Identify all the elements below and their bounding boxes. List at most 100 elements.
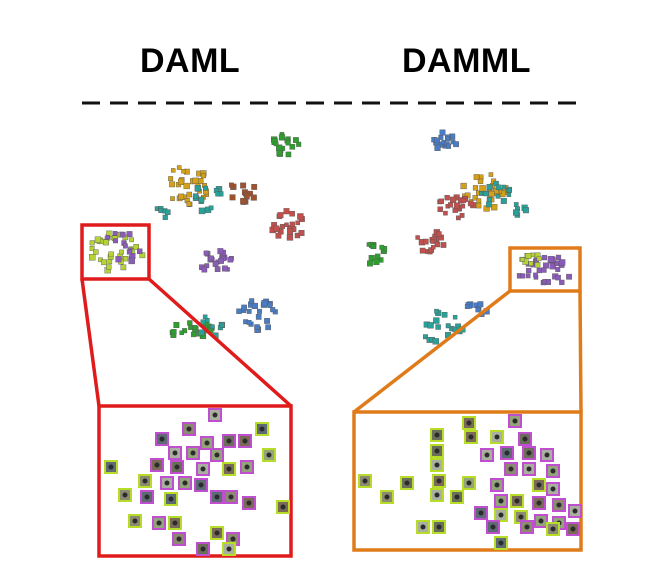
scatter-point — [488, 172, 494, 177]
scatter-point — [254, 324, 260, 330]
image-thumbnail — [172, 532, 186, 546]
scatter-point — [443, 210, 448, 216]
scatter-point — [500, 197, 507, 204]
image-thumbnail — [546, 482, 560, 496]
scatter-point — [423, 238, 429, 245]
scatter-point — [495, 184, 502, 191]
image-thumbnail — [532, 496, 546, 510]
scatter-point — [249, 298, 255, 304]
scatter-point — [186, 201, 192, 207]
scatter-point — [120, 264, 127, 271]
scatter-point — [461, 197, 467, 204]
scatter-point — [265, 324, 272, 331]
scatter-point — [251, 183, 258, 190]
scatter-point — [427, 322, 434, 329]
scatter-point — [277, 212, 284, 219]
damml-heading: DAMML — [402, 42, 532, 80]
scatter-point — [476, 198, 482, 204]
scatter-point — [477, 301, 484, 308]
image-thumbnail — [532, 478, 546, 492]
image-thumbnail — [118, 488, 132, 502]
scatter-point — [227, 256, 234, 263]
image-thumbnail — [358, 474, 372, 488]
scatter-point — [115, 256, 122, 263]
image-thumbnail — [500, 446, 514, 460]
scatter-point — [89, 245, 95, 251]
scatter-point — [520, 257, 525, 262]
image-thumbnail — [540, 448, 554, 462]
scatter-point — [202, 314, 208, 320]
scatter-point — [255, 314, 262, 320]
scatter-point — [128, 257, 135, 265]
scatter-point — [528, 261, 534, 266]
scatter-point — [375, 253, 381, 259]
scatter-point — [536, 267, 543, 274]
scatter-point — [448, 202, 454, 208]
scatter-point — [203, 250, 209, 256]
scatter-point — [183, 182, 190, 190]
image-thumbnail — [504, 462, 518, 476]
scatter-point — [173, 322, 180, 328]
scatter-point — [467, 200, 474, 207]
image-thumbnail — [242, 496, 256, 510]
scatter-point — [240, 197, 247, 205]
scatter-point — [431, 244, 436, 250]
scatter-point — [289, 221, 295, 227]
scatter-point — [541, 267, 547, 273]
scatter-point — [101, 259, 107, 266]
scatter-point — [479, 185, 486, 192]
scatter-point — [169, 181, 175, 188]
scatter-point — [435, 324, 441, 330]
scatter-point — [273, 225, 280, 232]
scatter-point — [547, 256, 555, 263]
image-thumbnail — [238, 434, 252, 448]
scatter-point — [192, 193, 199, 199]
image-thumbnail — [164, 492, 178, 506]
scatter-point — [477, 178, 484, 184]
damml-embedding-scatter — [366, 129, 572, 345]
scatter-point — [113, 238, 119, 244]
image-thumbnail — [200, 436, 214, 450]
image-thumbnail — [170, 460, 184, 474]
scatter-point — [285, 151, 292, 158]
scatter-point — [214, 266, 221, 273]
scatter-point — [212, 261, 219, 267]
image-thumbnail — [400, 476, 414, 490]
scatter-point — [218, 258, 224, 264]
damml-zoom-panel — [352, 410, 583, 552]
scatter-point — [105, 234, 110, 240]
image-thumbnail — [462, 416, 476, 430]
scatter-point — [194, 185, 201, 192]
image-thumbnail — [430, 488, 444, 502]
scatter-point — [437, 141, 444, 148]
scatter-point — [250, 194, 257, 201]
scatter-point — [450, 196, 457, 203]
image-thumbnail — [222, 434, 236, 448]
scatter-point — [187, 320, 193, 326]
scatter-point — [122, 256, 129, 262]
image-thumbnail — [150, 458, 164, 472]
scatter-point — [113, 231, 118, 236]
scatter-point — [533, 272, 538, 278]
scatter-point — [278, 134, 286, 141]
image-thumbnail — [104, 460, 118, 474]
scatter-point — [89, 240, 95, 246]
scatter-point — [119, 231, 126, 238]
image-thumbnail — [518, 432, 532, 446]
scatter-point — [243, 193, 250, 200]
image-thumbnail — [276, 500, 290, 514]
scatter-point — [430, 239, 436, 244]
scatter-point — [289, 210, 295, 217]
scatter-point — [188, 325, 193, 330]
image-thumbnail — [155, 432, 169, 446]
image-thumbnail — [522, 446, 536, 460]
scatter-point — [445, 135, 451, 141]
image-thumbnail — [494, 494, 508, 508]
scatter-point — [198, 196, 205, 203]
daml-zoom-line-left — [80, 278, 101, 407]
scatter-point — [475, 202, 482, 209]
scatter-point — [284, 222, 289, 228]
scatter-point — [439, 129, 446, 136]
scatter-point — [473, 174, 480, 180]
scatter-point — [454, 202, 461, 209]
